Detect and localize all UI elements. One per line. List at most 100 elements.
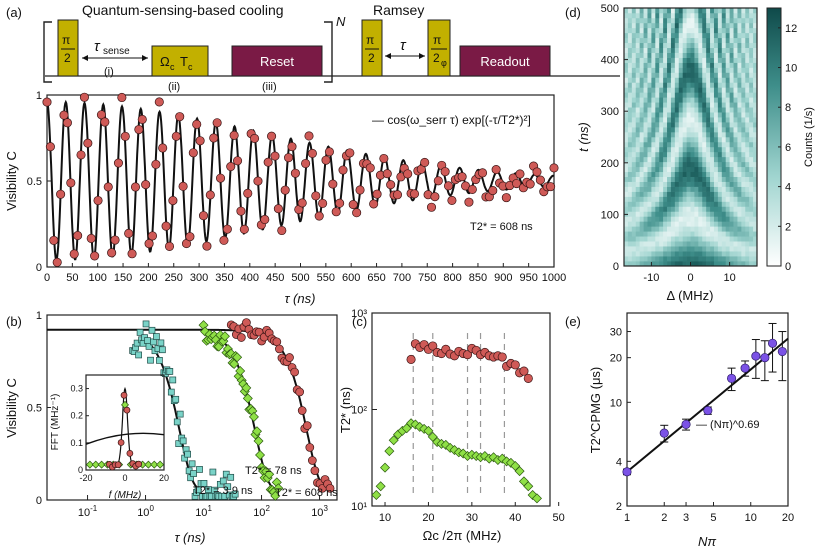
- heatmap-cell: [678, 77, 683, 83]
- heatmap-cell: [659, 146, 664, 153]
- panel-b-label-g: T2* = 78 ns: [245, 465, 302, 477]
- heatmap-cell: [663, 231, 668, 237]
- heatmap-cell: [737, 156, 742, 163]
- heatmap-cell: [643, 52, 648, 58]
- heatmap-cell: [706, 166, 711, 173]
- heatmap-cell: [651, 161, 656, 168]
- heatmap-cell: [643, 67, 648, 73]
- heatmap-cell: [663, 226, 668, 232]
- colorbar-tick-label: 12: [785, 23, 797, 35]
- heatmap-cell: [682, 241, 687, 247]
- panel-b-point-cyan: [173, 418, 181, 426]
- heatmap-cell: [721, 216, 726, 222]
- heatmap-cell: [659, 196, 664, 202]
- heatmap-cell: [667, 17, 672, 24]
- heatmap-cell: [655, 77, 660, 83]
- panel-a-annotation: T2* = 608 ns: [470, 221, 533, 233]
- panel-e-point: [751, 351, 761, 361]
- heatmap-cell: [725, 226, 730, 232]
- panel-a-point: [158, 143, 168, 153]
- heatmap-cell: [698, 62, 703, 68]
- heatmap-cell: [667, 211, 672, 217]
- heatmap-cell: [733, 92, 738, 98]
- heatmap-cell: [733, 211, 738, 217]
- panel-a-ytick-label: 0.5: [27, 176, 42, 188]
- heatmap-cell: [631, 176, 637, 182]
- heatmap-cell: [678, 32, 683, 39]
- heatmap-cell: [745, 186, 750, 192]
- heatmap-cell: [639, 102, 644, 108]
- heatmap-cell: [678, 117, 683, 123]
- heatmap-cell: [741, 221, 746, 227]
- heatmap-cell: [721, 132, 726, 138]
- heatmap-cell: [682, 186, 687, 192]
- heatmap-cell: [674, 141, 680, 148]
- heatmap-cell: [624, 246, 629, 252]
- heatmap-cell: [706, 127, 711, 133]
- heatmap-cell: [733, 8, 738, 14]
- panel-a-point: [277, 225, 287, 236]
- heatmap-cell: [710, 17, 715, 24]
- heatmap-cell: [710, 52, 715, 58]
- heatmap-cell: [690, 196, 695, 202]
- heatmap-cell: [682, 246, 687, 252]
- heatmap-cell: [737, 112, 742, 118]
- panel-a-point: [45, 142, 55, 152]
- heatmap-cell: [651, 221, 656, 227]
- heatmap-cell: [663, 32, 668, 39]
- heatmap-cell: [694, 211, 699, 217]
- heatmap-cell: [647, 206, 652, 212]
- heatmap-cell: [682, 221, 687, 227]
- heatmap-cell: [741, 171, 746, 177]
- heatmap-cell: [737, 17, 742, 24]
- heatmap-cell: [686, 112, 691, 118]
- heatmap-cell: [667, 72, 672, 78]
- heatmap-cell: [725, 132, 730, 138]
- inset-xtick-label: 20: [159, 473, 169, 483]
- heatmap-cell: [635, 256, 640, 262]
- panel-a-ylabel: Visibility C: [4, 151, 19, 211]
- heatmap-cell: [663, 176, 668, 182]
- heatmap-cell: [694, 132, 699, 138]
- heatmap-cell: [710, 127, 715, 133]
- panel-e-point: [727, 373, 737, 383]
- panel-e-point: [740, 363, 750, 373]
- heatmap-cell: [655, 201, 660, 207]
- heatmap-cell: [721, 112, 726, 118]
- heatmap-cell: [713, 22, 719, 29]
- heatmap-cell: [651, 17, 656, 24]
- heatmap-cell: [737, 221, 742, 227]
- heatmap-cell: [745, 226, 750, 232]
- heatmap-cell: [655, 47, 660, 53]
- panel-a-point: [525, 179, 535, 189]
- heatmap-cell: [647, 201, 652, 207]
- heatmap-cell: [667, 22, 672, 29]
- heatmap-cell: [749, 62, 754, 68]
- heatmap-cell: [635, 216, 640, 222]
- heatmap-cell: [659, 151, 664, 158]
- heatmap-cell: [631, 72, 637, 78]
- heatmap-cell: [663, 196, 668, 202]
- panel-a-xtick-label: 750: [418, 272, 436, 284]
- panel-a-point: [100, 117, 110, 127]
- heatmap-cell: [663, 37, 668, 44]
- heatmap-cell: [710, 22, 715, 29]
- heatmap-cell: [635, 191, 640, 197]
- heatmap-cell: [749, 191, 754, 197]
- heatmap-cell: [749, 226, 754, 232]
- heatmap-cell: [702, 256, 707, 262]
- heatmap-cell: [753, 72, 758, 78]
- heatmap-cell: [655, 127, 660, 133]
- heatmap-cell: [643, 206, 648, 212]
- heatmap-cell: [663, 132, 668, 138]
- heatmap-cell: [639, 52, 644, 58]
- heatmap-cell: [651, 176, 656, 182]
- heatmap-cell: [745, 97, 750, 103]
- heatmap-cell: [741, 112, 746, 118]
- heatmap-cell: [725, 57, 730, 63]
- heatmap-cell: [651, 42, 656, 48]
- heatmap-cell: [729, 181, 734, 187]
- heatmap-cell: [698, 97, 703, 103]
- heatmap-cell: [635, 171, 640, 177]
